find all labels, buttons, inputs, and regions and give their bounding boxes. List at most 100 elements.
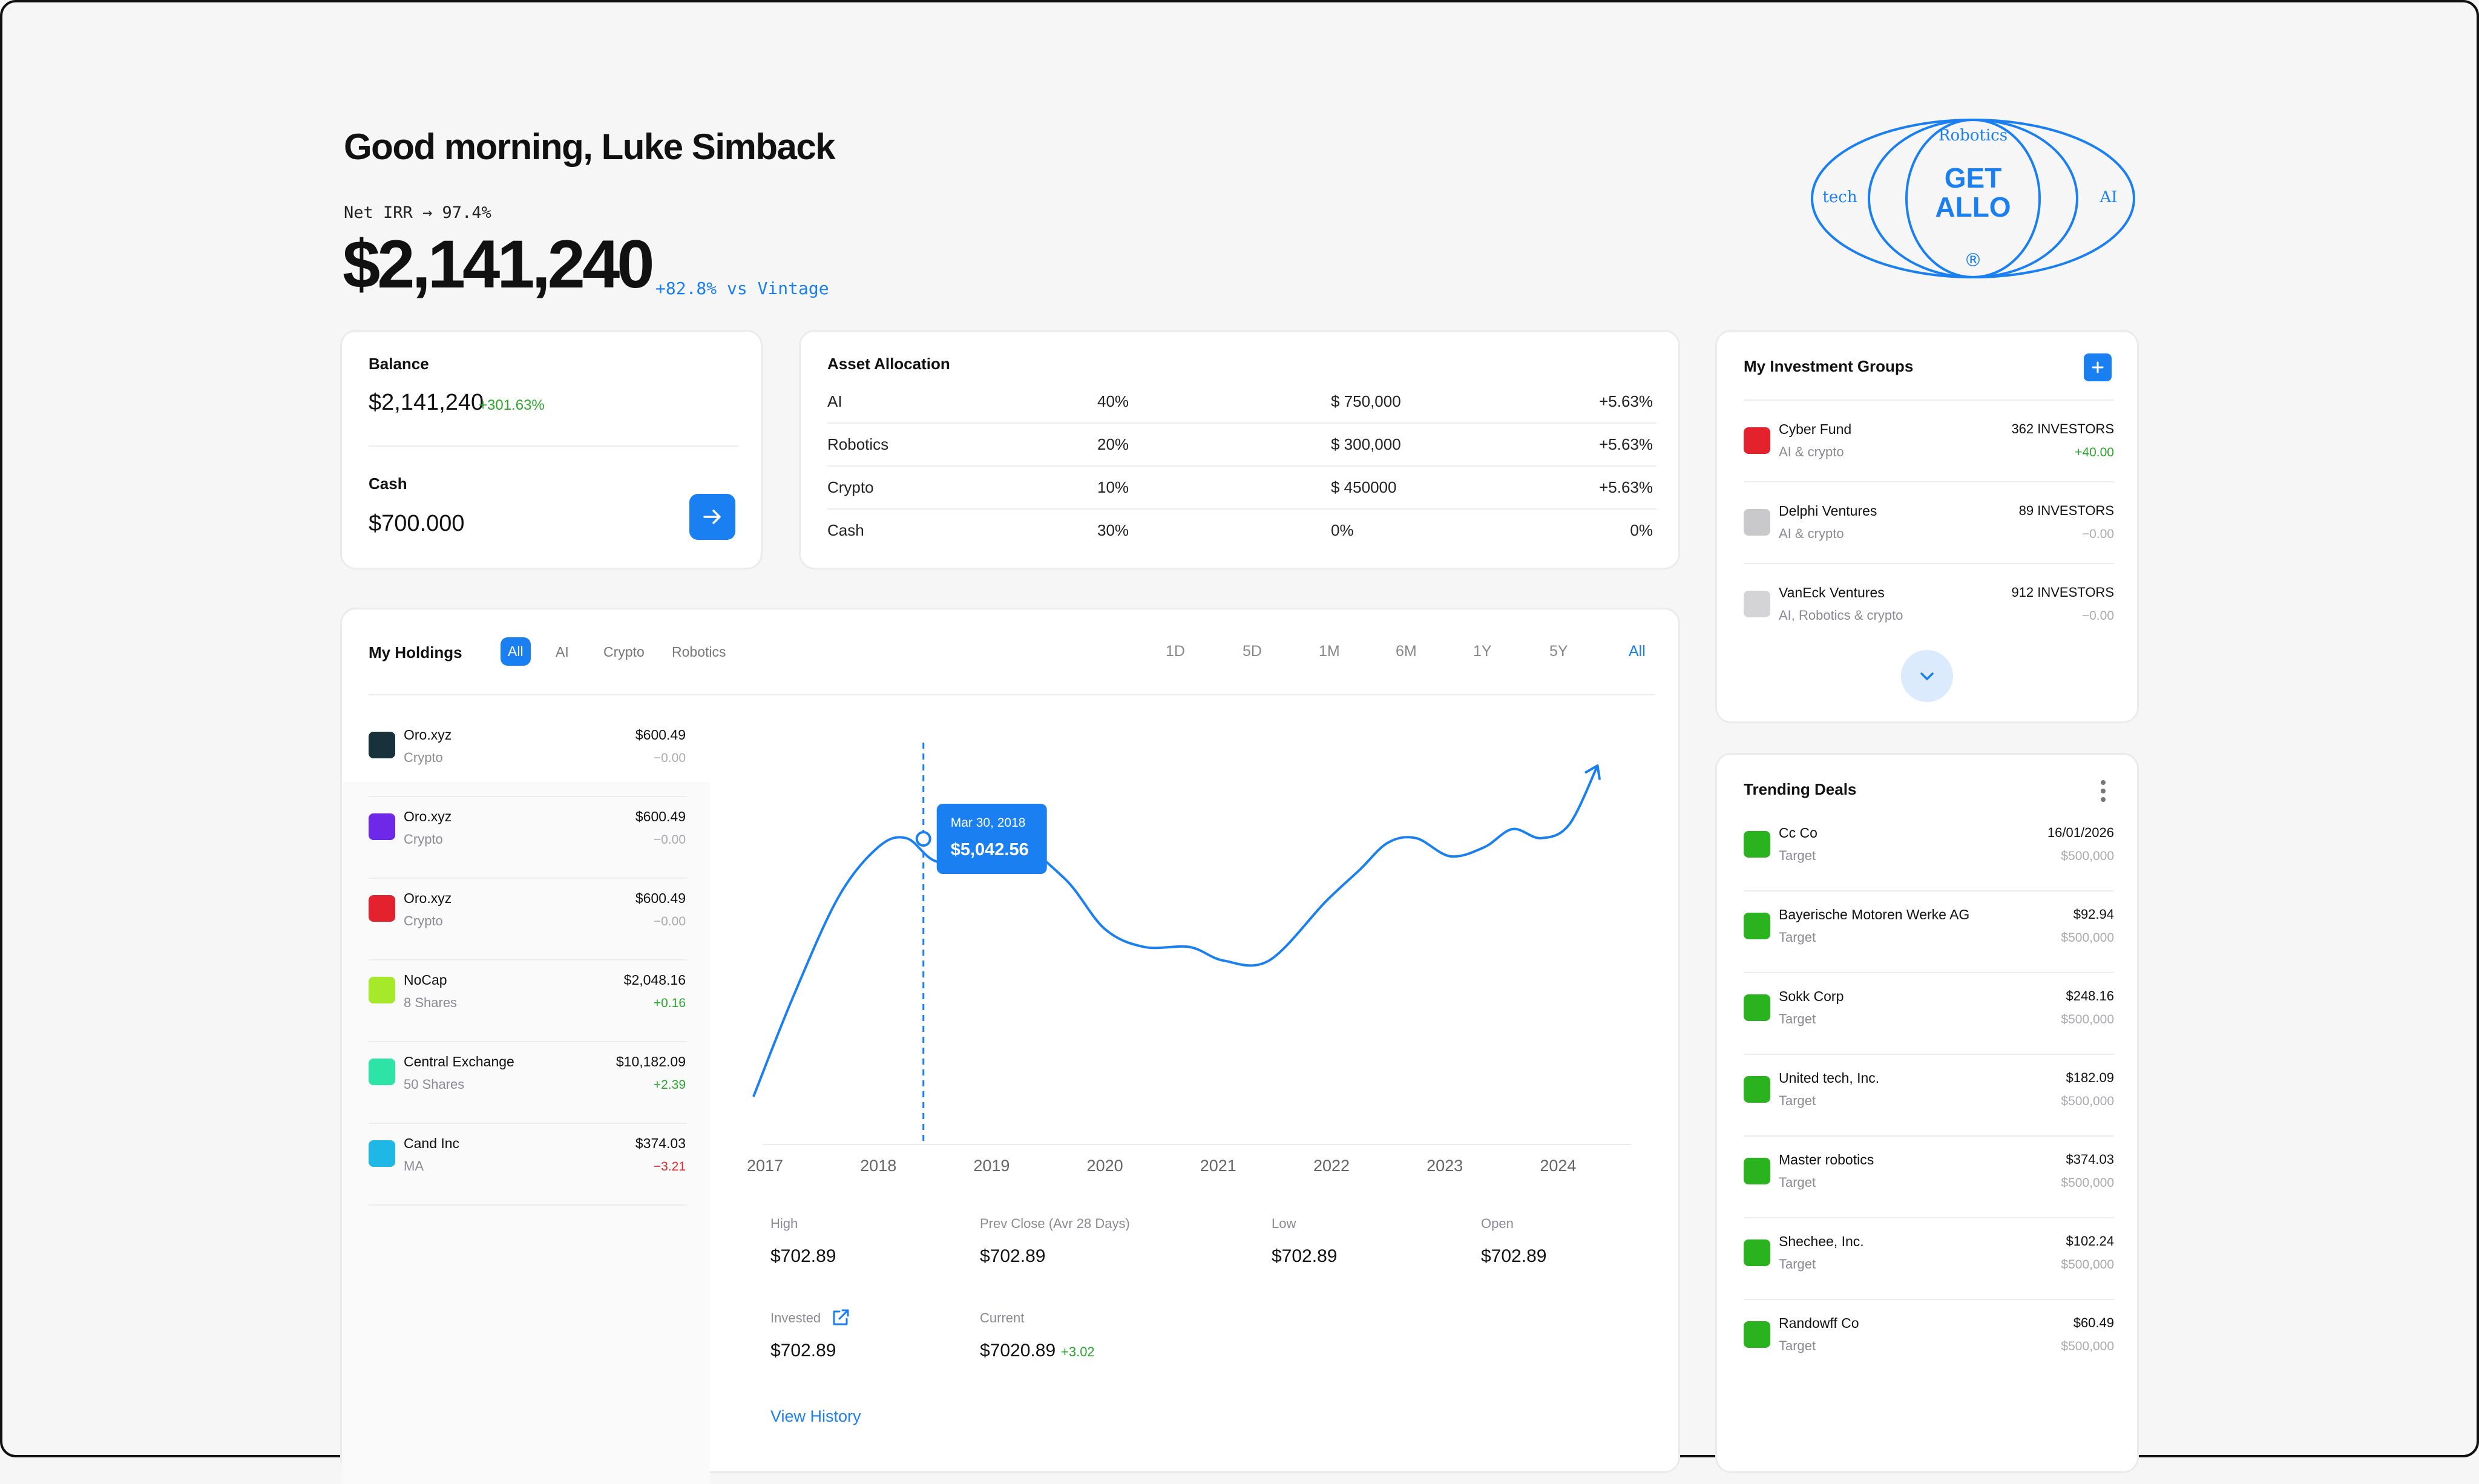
chart-series-line: [752, 765, 1599, 1097]
chart-x-tick-label: 2019: [973, 1157, 1010, 1175]
chart-tooltip-box: [936, 804, 1047, 875]
chart-x-tick-label: 2018: [860, 1157, 896, 1175]
allocation-percent: 30%: [1097, 521, 1129, 539]
chart-x-tick-label: 2017: [747, 1157, 783, 1175]
cash-action-button[interactable]: [689, 494, 735, 540]
holding-color-swatch: [369, 1140, 395, 1167]
holding-divider: [369, 1204, 687, 1206]
group-investor-count: 362 INVESTORS: [2011, 421, 2114, 436]
time-range-option[interactable]: 5D: [1243, 643, 1262, 660]
group-name: Delphi Ventures: [1779, 503, 1877, 519]
holding-name: Central Exchange: [404, 1054, 514, 1069]
group-avatar: [1744, 427, 1770, 454]
trending-deal-row[interactable]: Bayerische Motoren Werke AG Target $92.94 $…: [1741, 897, 2114, 970]
chart-tooltip-value: $5,042.56: [951, 840, 1029, 859]
deal-divider: [1744, 1217, 2114, 1218]
deal-target-value: $500,000: [2061, 1013, 2114, 1026]
holding-subtitle: 8 Shares: [404, 995, 458, 1010]
logo-allo-text: ALLO: [1935, 191, 2011, 223]
chart-x-tick-label: 2022: [1313, 1157, 1350, 1175]
holding-name: Oro.xyz: [404, 727, 452, 743]
holding-color-swatch: [369, 1059, 395, 1085]
holdings-list-panel: [342, 782, 710, 1484]
holdings-filter-chip[interactable]: AI: [556, 644, 569, 660]
trending-deal-row[interactable]: Master robotics Target $374.03 $500,000: [1741, 1142, 2114, 1215]
holding-divider: [369, 1123, 687, 1124]
deal-name: Randowff Co: [1779, 1315, 1859, 1331]
trending-deal-row[interactable]: Cc Co Target 16/01/2026 $500,000: [1741, 815, 2114, 888]
time-range-option[interactable]: 6M: [1396, 643, 1417, 660]
allocation-amount: $ 750,000: [1331, 392, 1401, 410]
holding-row[interactable]: Oro.xyz Crypto $600.49 −0.00: [366, 800, 689, 868]
logo-tech-text: tech: [1822, 188, 1857, 206]
deal-target-label: Target: [1779, 1093, 1816, 1108]
allocation-divider: [827, 422, 1656, 424]
holding-divider: [369, 1041, 687, 1042]
holding-price: $600.49: [635, 890, 686, 906]
get-allo-logo[interactable]: Robotics tech AI GET ALLO ®: [1810, 116, 2136, 281]
time-range-option[interactable]: 1M: [1319, 643, 1340, 660]
holding-row[interactable]: Central Exchange 50 Shares $10,182.09 +2.39: [366, 1045, 689, 1113]
holding-name: Oro.xyz: [404, 809, 452, 824]
time-range-option[interactable]: All: [1629, 643, 1646, 660]
cash-value: $700.000: [369, 511, 465, 536]
investment-group-row[interactable]: VanEck Ventures AI, Robotics & crypto 912 …: [1741, 568, 2114, 640]
holdings-filter-chip[interactable]: Crypto: [603, 644, 645, 660]
arrow-right-icon: [703, 510, 721, 524]
investment-group-row[interactable]: Cyber Fund AI & crypto 362 INVESTORS +40.00: [1741, 404, 2114, 477]
holding-change: −3.21: [653, 1160, 686, 1174]
logo-get-text: GET: [1945, 162, 2002, 194]
external-link-icon[interactable]: [831, 1308, 850, 1327]
holding-row[interactable]: Oro.xyz Crypto $600.49 −0.00: [366, 718, 689, 786]
deal-divider: [1744, 972, 2114, 973]
deal-target-label: Target: [1779, 1175, 1816, 1190]
group-category: AI & crypto: [1779, 444, 1844, 459]
low-value: $702.89: [1272, 1246, 1338, 1266]
allocation-percent: 10%: [1097, 478, 1129, 496]
view-history-link[interactable]: View History: [770, 1407, 861, 1425]
add-group-button[interactable]: [2084, 353, 2112, 381]
deal-price: $374.03: [2066, 1152, 2114, 1167]
expand-groups-button[interactable]: [1901, 650, 1953, 702]
greeting-title: Good morning, Luke Simback: [344, 126, 836, 167]
deal-target-label: Target: [1779, 930, 1816, 945]
time-range-option[interactable]: 5Y: [1549, 643, 1568, 660]
deal-logo: [1744, 994, 1770, 1021]
holding-subtitle: 50 Shares: [404, 1077, 465, 1092]
deal-logo: [1744, 831, 1770, 858]
allocation-percent: 40%: [1097, 392, 1129, 410]
trending-deal-row[interactable]: Sokk Corp Target $248.16 $500,000: [1741, 979, 2114, 1051]
holdings-chart[interactable]: Mar 30, 2018 $5,042.56 2017 2018 2019 2020 202…: [705, 731, 1667, 1203]
holding-row[interactable]: Cand Inc MA $374.03 −3.21: [366, 1127, 689, 1195]
allocation-percent: 20%: [1097, 435, 1129, 453]
holdings-filter-chip[interactable]: All: [501, 637, 531, 666]
invested-label: Invested: [770, 1310, 821, 1325]
trending-deals-card: Trending Deals Cc Co Target 16/01/2026 $500…: [1715, 753, 2139, 1473]
group-divider: [1744, 481, 2114, 482]
holding-color-swatch: [369, 813, 395, 840]
holdings-filter-chip[interactable]: Robotics: [672, 644, 726, 660]
deal-target-label: Target: [1779, 1338, 1816, 1353]
time-range-option[interactable]: 1D: [1166, 643, 1185, 660]
trending-deal-row[interactable]: Randowff Co Target $60.49 $500,000: [1741, 1305, 2114, 1378]
open-value: $702.89: [1481, 1246, 1547, 1266]
holding-price: $10,182.09: [616, 1054, 686, 1069]
trending-deal-row[interactable]: Shechee, Inc. Target $102.24 $500,000: [1741, 1224, 2114, 1296]
deal-divider: [1744, 890, 2114, 891]
more-vertical-icon[interactable]: [2096, 778, 2110, 804]
chart-highlight-point[interactable]: [915, 831, 931, 847]
holding-row[interactable]: NoCap 8 Shares $2,048.16 +0.16: [366, 964, 689, 1031]
trending-deal-row[interactable]: United tech, Inc. Target $182.09 $500,000: [1741, 1060, 2114, 1133]
portfolio-total-value: $2,141,240: [343, 226, 655, 302]
deal-name: Master robotics: [1779, 1152, 1874, 1167]
holding-price: $600.49: [635, 809, 686, 824]
holding-name: NoCap: [404, 972, 447, 988]
deal-price: $182.09: [2066, 1070, 2114, 1085]
holdings-title: My Holdings: [369, 643, 462, 662]
holding-color-swatch: [369, 977, 395, 1003]
holding-row[interactable]: Oro.xyz Crypto $600.49 −0.00: [366, 882, 689, 950]
chart-tooltip-date: Mar 30, 2018: [951, 816, 1026, 830]
deal-target-label: Target: [1779, 1011, 1816, 1026]
time-range-option[interactable]: 1Y: [1473, 643, 1492, 660]
investment-group-row[interactable]: Delphi Ventures AI & crypto 89 INVESTORS −0…: [1741, 486, 2114, 559]
